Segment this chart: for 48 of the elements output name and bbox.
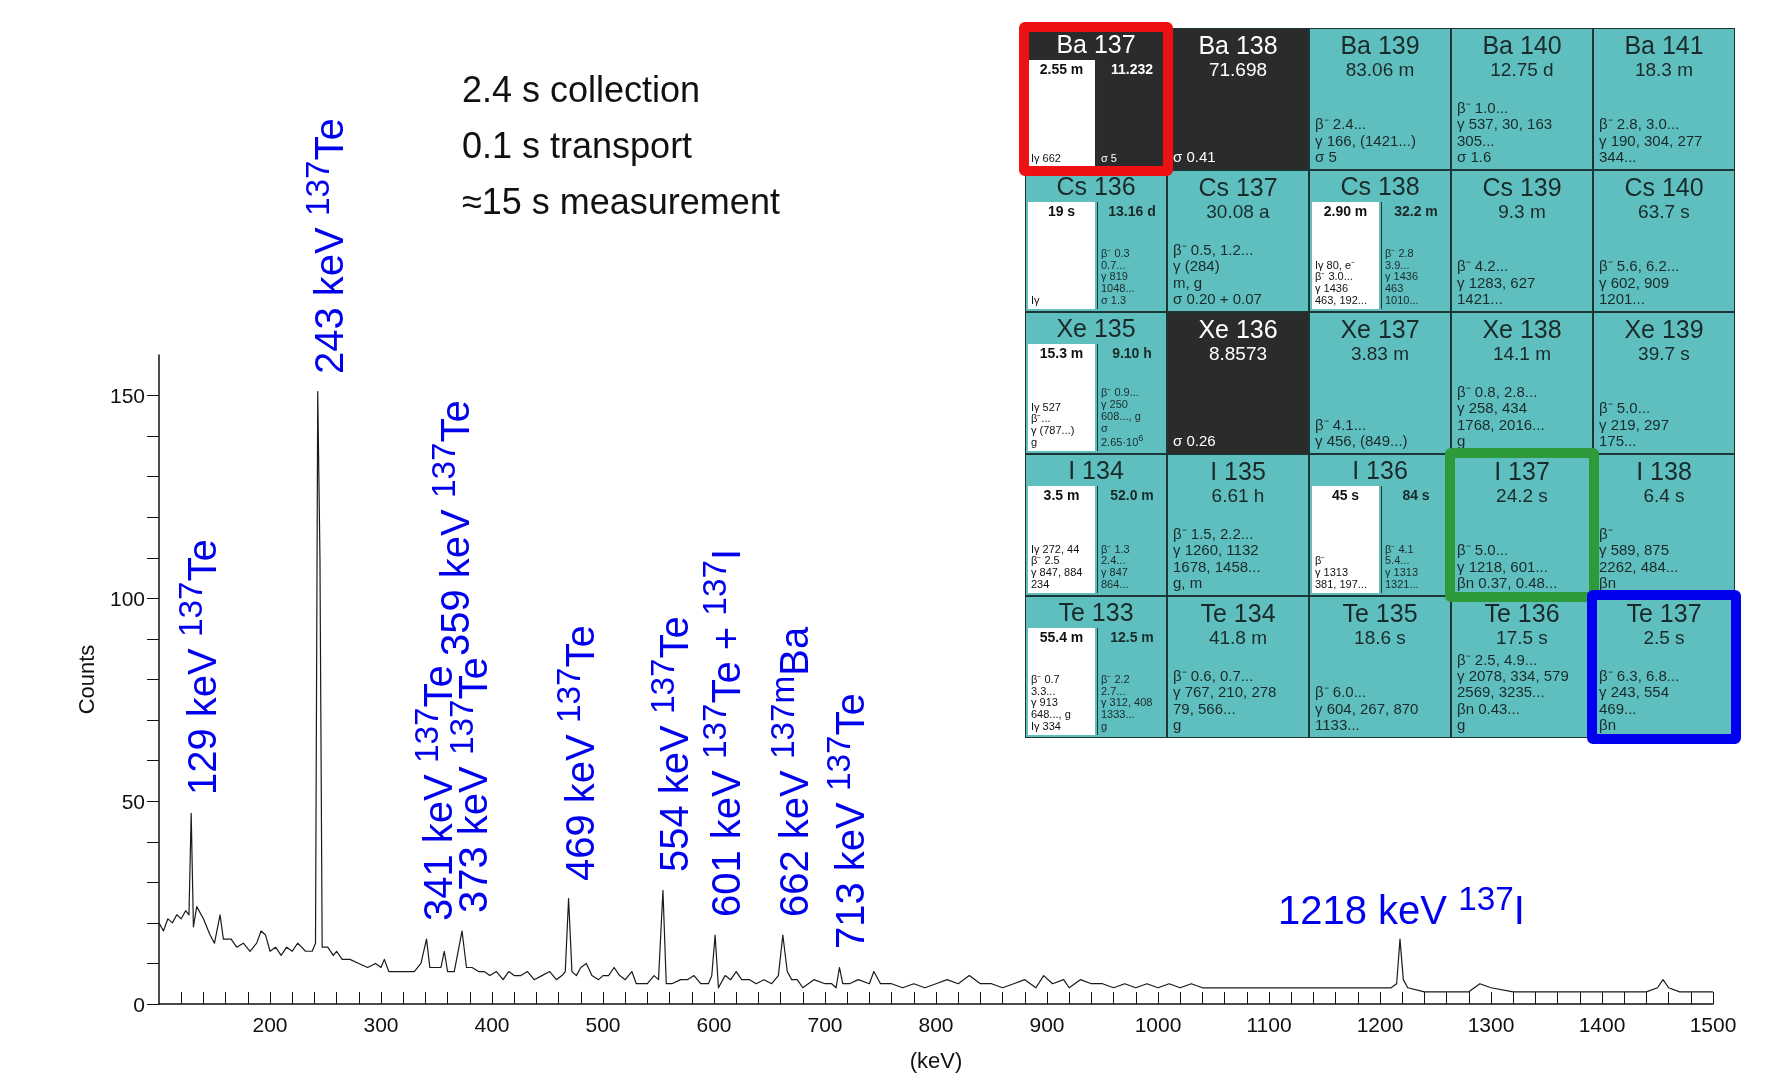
text: Ba 137 2.55 m Iγ 662 11.232 σ 5: [1031, 30, 1154, 165]
annotation: Te 134 41.8 m β⁻ 0.6, 0.7... γ 767, 210, 278 79, 566... g: [1173, 599, 1278, 733]
y-tick-label: 100: [109, 586, 145, 610]
x-tick-label: 1500: [1689, 1013, 1737, 1036]
text: Xe 135 15.3 m Iγ 527 β⁻... γ (787...) g 9.10 h β⁻ 0.9... γ 250 608..., g σ 2.65·10$^{6}$: [1031, 314, 1152, 449]
x-tick-label: 1300: [1467, 1013, 1515, 1036]
x-tick-label: 500: [585, 1013, 621, 1036]
x-tick-label: 200: [252, 1013, 288, 1036]
y-tick-label: 0: [133, 992, 145, 1016]
text: 0.1 s transport: [462, 124, 694, 168]
text: I 138 6.4 s β⁻ γ 589, 875 2262, 484... βn: [1599, 457, 1692, 591]
text: Te 133 55.4 m β⁻ 0.7 3.3... γ 913 648..., g Iγ 334 12.5 m β⁻ 2.2 2.7... γ 312, 408 1333... g: [1031, 598, 1154, 733]
annotation: 1218 keV $^{137}$I: [1277, 879, 1525, 933]
x-tick-label: 1000: [1134, 1013, 1182, 1036]
x-tick-label: 1400: [1578, 1013, 1626, 1036]
annotation: Te 137 2.5 s β⁻ 6.3, 6.8... γ 243, 554 469... βn: [1599, 599, 1703, 733]
text: I 134 3.5 m Iγ 272, 44 β⁻ 2.5 γ 847, 884 234 52.0 m β⁻ 1.3 2.4... γ 847 864...: [1031, 456, 1154, 591]
x-tick-label: 800: [918, 1013, 954, 1036]
text: Ba 139 83.06 m β⁻ 2.4... γ 166, (1421...) σ 5: [1315, 31, 1420, 165]
text: Cs 136 19 s Iγ 13.16 d β⁻ 0.3 0.7... γ 819 1048... σ 1.3: [1031, 172, 1156, 307]
x-axis-title: (keV): [909, 1047, 963, 1073]
x-tick-label: 1100: [1246, 1013, 1292, 1036]
x-tick-label: 400: [474, 1013, 510, 1036]
y-tick-label: 150: [109, 384, 145, 408]
text: Ba 138 71.698 σ 0.41: [1173, 31, 1278, 165]
text: 2.4 s collection: [462, 68, 702, 112]
x-tick-label: 700: [807, 1013, 843, 1036]
annotation: I 135 6.61 h β⁻ 1.5, 2.2... γ 1260, 1132 1678, 1458... g, m: [1173, 457, 1267, 591]
text: Xe 137 3.83 m β⁻ 4.1... γ 456, (849...): [1315, 315, 1420, 449]
y-axis-title: Counts: [73, 644, 99, 715]
y-tick-label: 50: [121, 789, 145, 813]
text: Ba 140 12.75 d β⁻ 1.0... γ 537, 30, 163 305... σ 1.6: [1457, 31, 1563, 165]
x-tick-label: 600: [696, 1013, 732, 1036]
x-tick-label: 1200: [1356, 1013, 1404, 1036]
text: Te 135 18.6 s β⁻ 6.0... γ 604, 267, 870 1133...: [1315, 599, 1419, 733]
text: Cs 138 2.90 m Iγ 80, e⁻ β⁻ 3.0... γ 1436 463, 192... 32.2 m β⁻ 2.8 3.9... γ 1436 463 1010...: [1315, 172, 1438, 307]
text: Cs 140 63.7 s β⁻ 5.6, 6.2... γ 602, 909 1201...: [1599, 173, 1704, 307]
x-tick-label: 900: [1029, 1013, 1065, 1036]
x-tick-label: 300: [363, 1013, 399, 1036]
text: Xe 136 8.8573 σ 0.26: [1173, 315, 1278, 449]
text: Cs 137 30.08 a β⁻ 0.5, 1.2... γ (284) m, g σ 0.20 + 0.07: [1173, 173, 1279, 307]
text: Cs 139 9.3 m β⁻ 4.2... γ 1283, 627 1421...: [1457, 173, 1562, 307]
text: I 136 45 s β⁻ γ 1313 381, 197... 84 s β⁻ 4.1 5.4... γ 1313 1321...: [1315, 456, 1430, 591]
text: Ba 141 18.3 m β⁻ 2.8, 3.0... γ 190, 304, 277 344...: [1599, 31, 1704, 165]
text: I 137 24.2 s β⁻ 5.0... γ 1218, 601... βn 0.37, 0.48...: [1457, 457, 1558, 591]
text: Xe 139 39.7 s β⁻ 5.0... γ 219, 297 175...: [1599, 315, 1704, 449]
annotation: Te 136 17.5 s β⁻ 2.5, 4.9... γ 2078, 334, 579 2569, 3235... βn 0.43... g: [1457, 599, 1570, 733]
text: ≈15 s measurement: [462, 180, 780, 224]
